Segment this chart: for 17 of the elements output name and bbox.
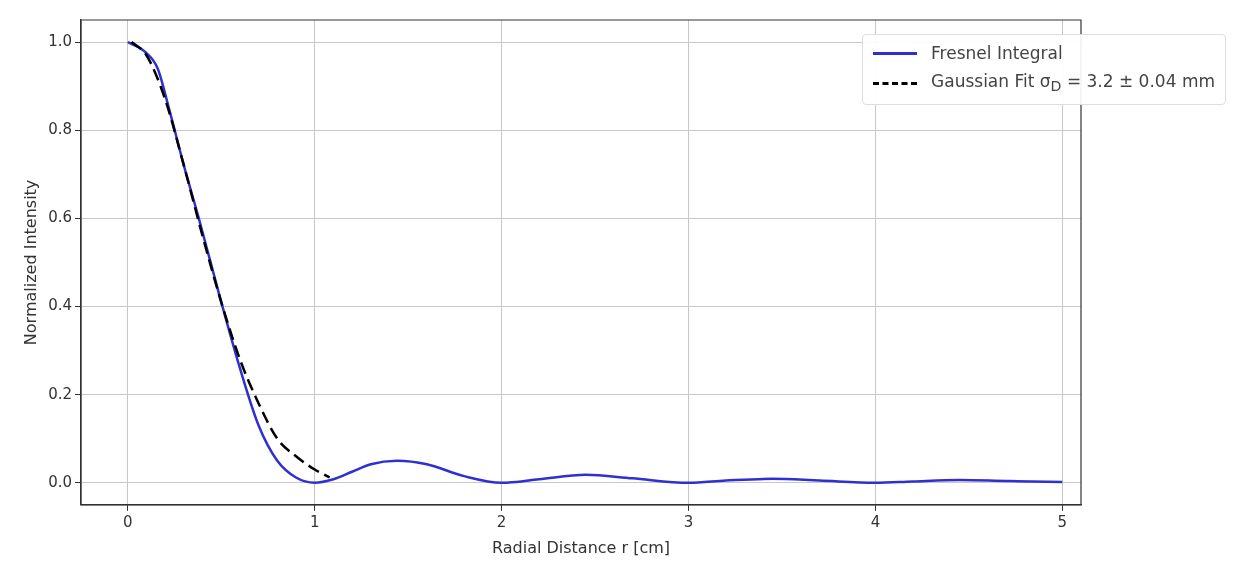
line-series bbox=[130, 40, 331, 479]
y-tick-label: 0.8 bbox=[48, 120, 73, 139]
x-tick-label: 5 bbox=[1057, 512, 1068, 531]
x-tick-label: 2 bbox=[496, 512, 507, 531]
x-tick-label: 0 bbox=[123, 512, 133, 531]
x-tick-label: 1 bbox=[309, 512, 320, 531]
x-axis-title: Radial Distance r [cm] bbox=[491, 537, 671, 557]
x-tick-label: 4 bbox=[870, 512, 881, 531]
y-tick-label: 0.6 bbox=[48, 208, 73, 227]
y-tick-label: 0.4 bbox=[48, 296, 73, 315]
legend-label: Gaussian Fit σ$_{D}$ = 3.2 ± 0.04 mm bbox=[931, 70, 1215, 97]
y-tick-label: 0.2 bbox=[48, 384, 73, 403]
y-axis-title: Normalized Intensity bbox=[20, 179, 40, 346]
x-tick-label: 3 bbox=[683, 512, 694, 531]
y-tick-label: 0.0 bbox=[48, 472, 73, 491]
legend-label: Fresnel Integral bbox=[931, 42, 1063, 65]
y-tick-label: 1.0 bbox=[48, 31, 73, 50]
